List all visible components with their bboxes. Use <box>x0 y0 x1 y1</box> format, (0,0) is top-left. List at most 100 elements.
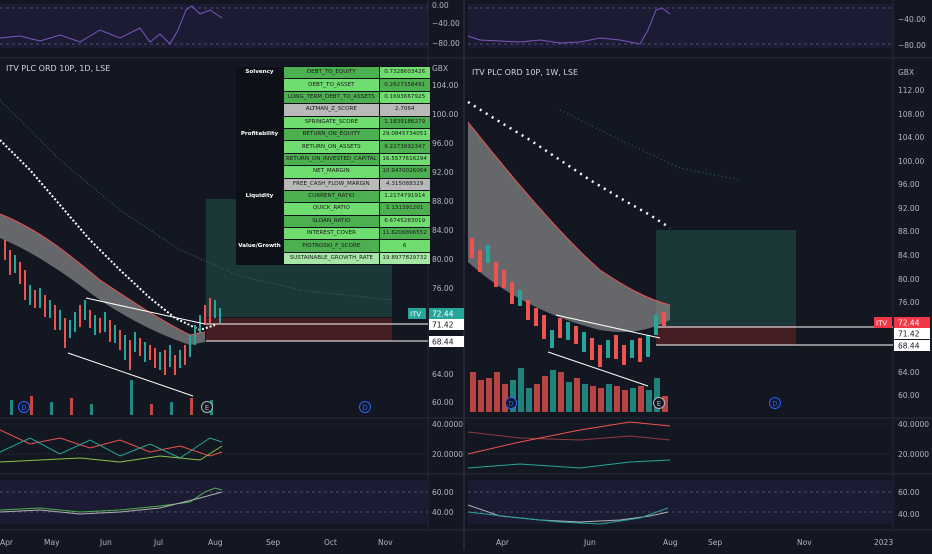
svg-text:ITV: ITV <box>410 311 421 319</box>
left-pane-title[interactable]: ITV PLC ORD 10P, 1D, LSE <box>6 64 111 73</box>
fundamentals-metric-name: SPRINGATE_SCORE <box>283 115 380 129</box>
right-top-oscillator <box>468 4 893 48</box>
left-last-price-tag: 72.44 <box>429 308 464 319</box>
svg-text:84.00: 84.00 <box>898 251 920 260</box>
left-dotted-ma <box>0 139 216 332</box>
left-price-axis[interactable]: 0.00 −40.00 −80.00 GBX 104.00 100.00 96.… <box>432 1 463 517</box>
svg-text:Jul: Jul <box>153 538 163 547</box>
svg-text:20.0000: 20.0000 <box>898 450 929 459</box>
fundamentals-metric-name: LONG_TERM_DEBT_TO_ASSETS <box>283 90 380 105</box>
fundamentals-metric-value: 11.6206896552 <box>378 227 431 241</box>
svg-text:68.44: 68.44 <box>898 342 920 351</box>
dividend-marker-right-future[interactable]: D <box>769 397 781 409</box>
fundamentals-category <box>236 78 284 92</box>
svg-text:Jun: Jun <box>99 538 112 547</box>
dividend-marker-left[interactable]: D <box>18 401 30 413</box>
svg-text:84.00: 84.00 <box>432 226 454 235</box>
svg-text:Aug: Aug <box>663 538 678 547</box>
svg-text:64.00: 64.00 <box>898 368 920 377</box>
svg-text:92.00: 92.00 <box>432 168 454 177</box>
svg-text:Nov: Nov <box>378 538 393 547</box>
svg-text:D: D <box>508 400 513 408</box>
fundamentals-metric-name: DEBT_TO_EQUITY <box>283 65 380 80</box>
fundamentals-row: SLOAN_RATIO 6.6745283019 <box>236 214 431 229</box>
svg-text:−40.00: −40.00 <box>432 19 460 28</box>
fundamentals-row: SPRINGATE_SCORE 1.1839186279 <box>236 115 431 129</box>
svg-text:Nov: Nov <box>797 538 812 547</box>
svg-text:40.0000: 40.0000 <box>432 420 463 429</box>
fundamentals-row: FREE_CASH_FLOW_MARGIN 4.315088329 <box>236 177 431 191</box>
svg-text:D: D <box>21 404 26 412</box>
fundamentals-metric-value: 29.0845734051 <box>378 127 431 142</box>
fundamentals-metric-value: 0.7328603426 <box>378 65 431 80</box>
svg-text:20.0000: 20.0000 <box>432 450 463 459</box>
right-time-axis[interactable]: Apr Jun Aug Sep Nov 2023 <box>496 538 893 547</box>
dividend-marker-right[interactable]: D <box>505 397 517 409</box>
fundamentals-row: Profitability RETURN_ON_EQUITY 29.08457340… <box>236 127 431 142</box>
svg-text:40.00: 40.00 <box>898 510 920 519</box>
fundamentals-metric-value: 6.6745283019 <box>378 214 431 229</box>
earnings-marker-right[interactable]: E <box>653 397 665 409</box>
fundamentals-category: Solvency <box>236 66 284 79</box>
left-symbol-tag: ITV <box>408 308 426 319</box>
fundamentals-metric-name: PIOTROSKI_F_SCORE <box>283 239 380 253</box>
fundamentals-row: Value/Growth PIOTROSKI_F_SCORE 6 <box>236 239 431 253</box>
fundamentals-metric-name: ALTMAN_Z_SCORE <box>283 103 380 117</box>
svg-text:2023: 2023 <box>874 538 893 547</box>
fundamentals-metric-name: FREE_CASH_FLOW_MARGIN <box>283 177 380 191</box>
left-ribbon <box>0 214 205 345</box>
svg-text:Oct: Oct <box>324 538 337 547</box>
right-pane-title[interactable]: ITV PLC ORD 10P, 1W, LSE <box>472 68 578 77</box>
fundamentals-metric-name: CURRENT_RATIO <box>283 189 380 204</box>
fundamentals-metric-name: RETURN_ON_EQUITY <box>283 127 380 142</box>
svg-text:60.00: 60.00 <box>898 391 920 400</box>
svg-text:72.44: 72.44 <box>898 319 920 328</box>
svg-text:Jun: Jun <box>583 538 596 547</box>
left-time-axis[interactable]: Apr May Jun Jul Aug Sep Oct Nov <box>0 538 393 547</box>
svg-text:100.00: 100.00 <box>432 110 458 119</box>
svg-text:76.00: 76.00 <box>432 284 454 293</box>
right-level-b-tag: 68.44 <box>894 340 930 351</box>
svg-text:68.44: 68.44 <box>432 338 454 347</box>
fundamentals-metric-value: 9.2273892347 <box>378 140 431 154</box>
svg-text:88.00: 88.00 <box>898 227 920 236</box>
fundamentals-metric-value: 1.2174791914 <box>378 189 431 204</box>
fundamentals-row: RETURN_ON_ASSETS 9.2273892347 <box>236 140 431 154</box>
svg-text:71.42: 71.42 <box>898 330 920 339</box>
left-dmi-minus <box>0 437 223 459</box>
fundamentals-metric-value: 0.2627358491 <box>378 78 431 92</box>
svg-text:64.00: 64.00 <box>432 370 454 379</box>
fundamentals-row: LONG_TERM_DEBT_TO_ASSETS 0.1693667925 <box>236 90 431 105</box>
svg-text:D: D <box>772 400 777 408</box>
fundamentals-category: Profitability <box>236 128 284 141</box>
right-price-axis[interactable]: −40.00 −80.00 GBX 112.00 108.00 104.00 1… <box>898 15 929 519</box>
fundamentals-category <box>236 227 284 240</box>
fundamentals-metric-name: DEBT_TO_ASSET <box>283 78 380 92</box>
left-level-a-tag: 71.42 <box>429 319 464 330</box>
right-stop-zone <box>656 326 796 345</box>
svg-text:0.00: 0.00 <box>432 1 449 10</box>
fundamentals-category: Liquidity <box>236 190 284 203</box>
left-level-b-tag: 68.44 <box>429 336 464 347</box>
svg-text:112.00: 112.00 <box>898 86 924 95</box>
fundamentals-metric-value: 10.9470026064 <box>378 165 431 179</box>
fundamentals-metric-value: 2.7064 <box>378 103 431 117</box>
fundamentals-row: Solvency DEBT_TO_EQUITY 0.7328603426 <box>236 65 431 80</box>
earnings-marker-left[interactable]: E <box>201 401 213 413</box>
fundamentals-metric-value: 16.5577616294 <box>378 152 431 167</box>
fundamentals-metric-name: SUSTAINABLE_GROWTH_RATE <box>283 251 380 266</box>
svg-text:100.00: 100.00 <box>898 157 924 166</box>
fundamentals-category: Value/Growth <box>236 239 284 253</box>
svg-text:−40.00: −40.00 <box>898 15 926 24</box>
svg-text:GBX: GBX <box>898 68 914 77</box>
right-last-price-tag: 72.44 <box>894 317 930 328</box>
fundamentals-row: ALTMAN_Z_SCORE 2.7064 <box>236 103 431 117</box>
svg-text:96.00: 96.00 <box>432 139 454 148</box>
right-ribbon <box>468 122 670 332</box>
fundamentals-category <box>236 91 284 104</box>
svg-text:71.42: 71.42 <box>432 321 454 330</box>
svg-text:D: D <box>362 404 367 412</box>
dividend-marker-left-future[interactable]: D <box>359 401 371 413</box>
